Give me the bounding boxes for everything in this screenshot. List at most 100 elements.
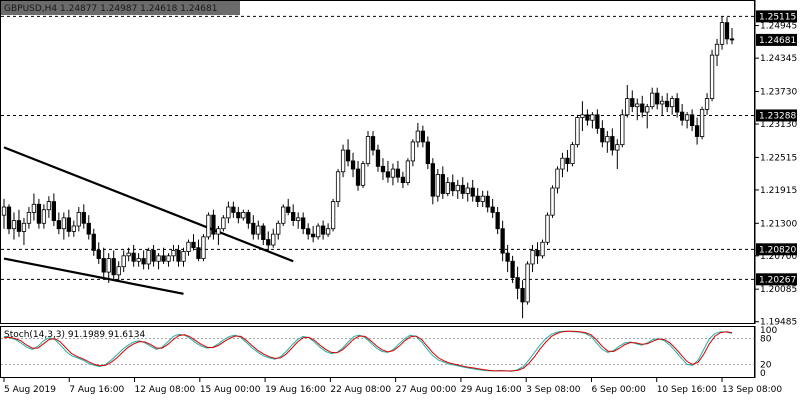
candle: [640, 95, 645, 118]
candle-body-bull: [11, 220, 17, 230]
time-tick-label: 15 Aug 00:00: [200, 385, 261, 395]
stoch-tick-label: 100: [760, 326, 777, 336]
candle-body-bull: [650, 92, 655, 108]
candle-body-bull: [116, 266, 121, 276]
symbol-header-bg: [1, 1, 240, 15]
candle-body-bear: [370, 136, 376, 151]
candle-body-bull: [530, 250, 535, 265]
candle-body-bull: [555, 168, 560, 189]
time-tick-label: 10 Sep 16:00: [657, 385, 717, 395]
candle-body-bear: [191, 241, 196, 249]
candle-body-bull: [26, 212, 32, 224]
candle: [375, 144, 381, 172]
candle-body-bull: [684, 114, 690, 121]
candle: [231, 201, 236, 218]
candle: [206, 212, 211, 240]
candle-body-bear: [495, 212, 500, 230]
candle-body-bear: [196, 247, 201, 259]
level-label: 1.20267: [759, 275, 796, 285]
candle-body-bull: [71, 225, 76, 232]
candle: [111, 250, 116, 281]
candle: [91, 228, 96, 256]
candle: [191, 234, 196, 251]
candle-body-bull: [136, 258, 141, 262]
candle-body-bull: [271, 233, 276, 246]
candle-body-bear: [675, 98, 680, 113]
candle-body-bull: [296, 217, 301, 221]
candle: [415, 122, 421, 148]
candle-body-bull: [435, 174, 440, 197]
candle: [226, 201, 231, 224]
candle-body-bull: [540, 241, 545, 257]
candle-body-bear: [151, 250, 156, 262]
current-price-label: 1.24681: [759, 36, 796, 46]
candle-body-bear: [430, 163, 435, 197]
candle: [535, 242, 540, 264]
candle: [650, 87, 655, 110]
candle-body-bull: [405, 160, 411, 184]
candle: [600, 120, 605, 148]
candle-body-bear: [475, 195, 480, 202]
candle-body-bear: [311, 233, 316, 238]
candle-body-bull: [76, 212, 81, 227]
candle: [46, 196, 52, 218]
candle-body-bull: [216, 228, 221, 235]
candle-body-bull: [281, 206, 286, 224]
stoch-tick-label: 80: [760, 335, 772, 345]
level-label-bg: [756, 243, 797, 256]
candle: [724, 17, 730, 45]
candle: [729, 28, 735, 45]
candle-body-bear: [6, 206, 12, 230]
candle: [201, 234, 206, 262]
candle-body-bull: [256, 225, 261, 235]
candle: [281, 204, 286, 226]
candle-body-bull: [206, 214, 211, 238]
candle-body-bear: [694, 125, 700, 137]
stoch-label: Stoch(14,3,3) 91.1989 91.6134: [4, 330, 145, 340]
candle-body-bull: [709, 54, 715, 99]
price-tick-label: 1.20700: [760, 252, 797, 262]
candle: [131, 244, 136, 267]
candle: [196, 239, 201, 262]
candle: [510, 255, 515, 283]
candle: [440, 166, 445, 199]
candle: [350, 152, 356, 178]
candle: [41, 204, 47, 229]
candle: [655, 87, 660, 110]
candle-body-bull: [41, 209, 47, 224]
candle-body-bull: [390, 168, 396, 178]
candle-body-bull: [181, 251, 186, 262]
candle: [241, 209, 246, 221]
candle-body-bull: [226, 206, 231, 219]
candle: [345, 139, 351, 167]
candle: [156, 253, 161, 270]
candle-body-bear: [345, 149, 351, 162]
candle-body-bull: [46, 201, 52, 211]
time-axis: 5 Aug 2019 7 Aug 16:00 12 Aug 08:00 15 Aug …: [3, 378, 782, 395]
symbol-header: GBPUSD,H4 1.24877 1.24987 1.24618 1.2468…: [1, 1, 240, 15]
candle-body-bear: [400, 176, 406, 184]
candle: [450, 174, 455, 197]
candle-body-bull: [660, 100, 665, 105]
level-label: 1.20820: [759, 245, 796, 255]
candle-body-bull: [335, 171, 341, 202]
candle-body-bear: [395, 168, 401, 178]
price-tick-label: 1.24345: [760, 54, 797, 64]
candle-body-bear: [535, 250, 540, 257]
candle: [425, 136, 430, 170]
candle: [660, 95, 665, 115]
candle: [161, 247, 166, 264]
candle: [360, 160, 366, 189]
candle: [236, 207, 241, 224]
candle: [246, 209, 251, 229]
candle: [699, 106, 705, 140]
candle-body-bear: [510, 260, 515, 278]
candle: [96, 242, 101, 264]
candle-body-bull: [1, 206, 7, 216]
level-label: 1.25115: [759, 12, 796, 22]
candle-body-bull: [201, 236, 206, 259]
candle-body-bull: [21, 222, 27, 232]
candle: [56, 212, 61, 235]
